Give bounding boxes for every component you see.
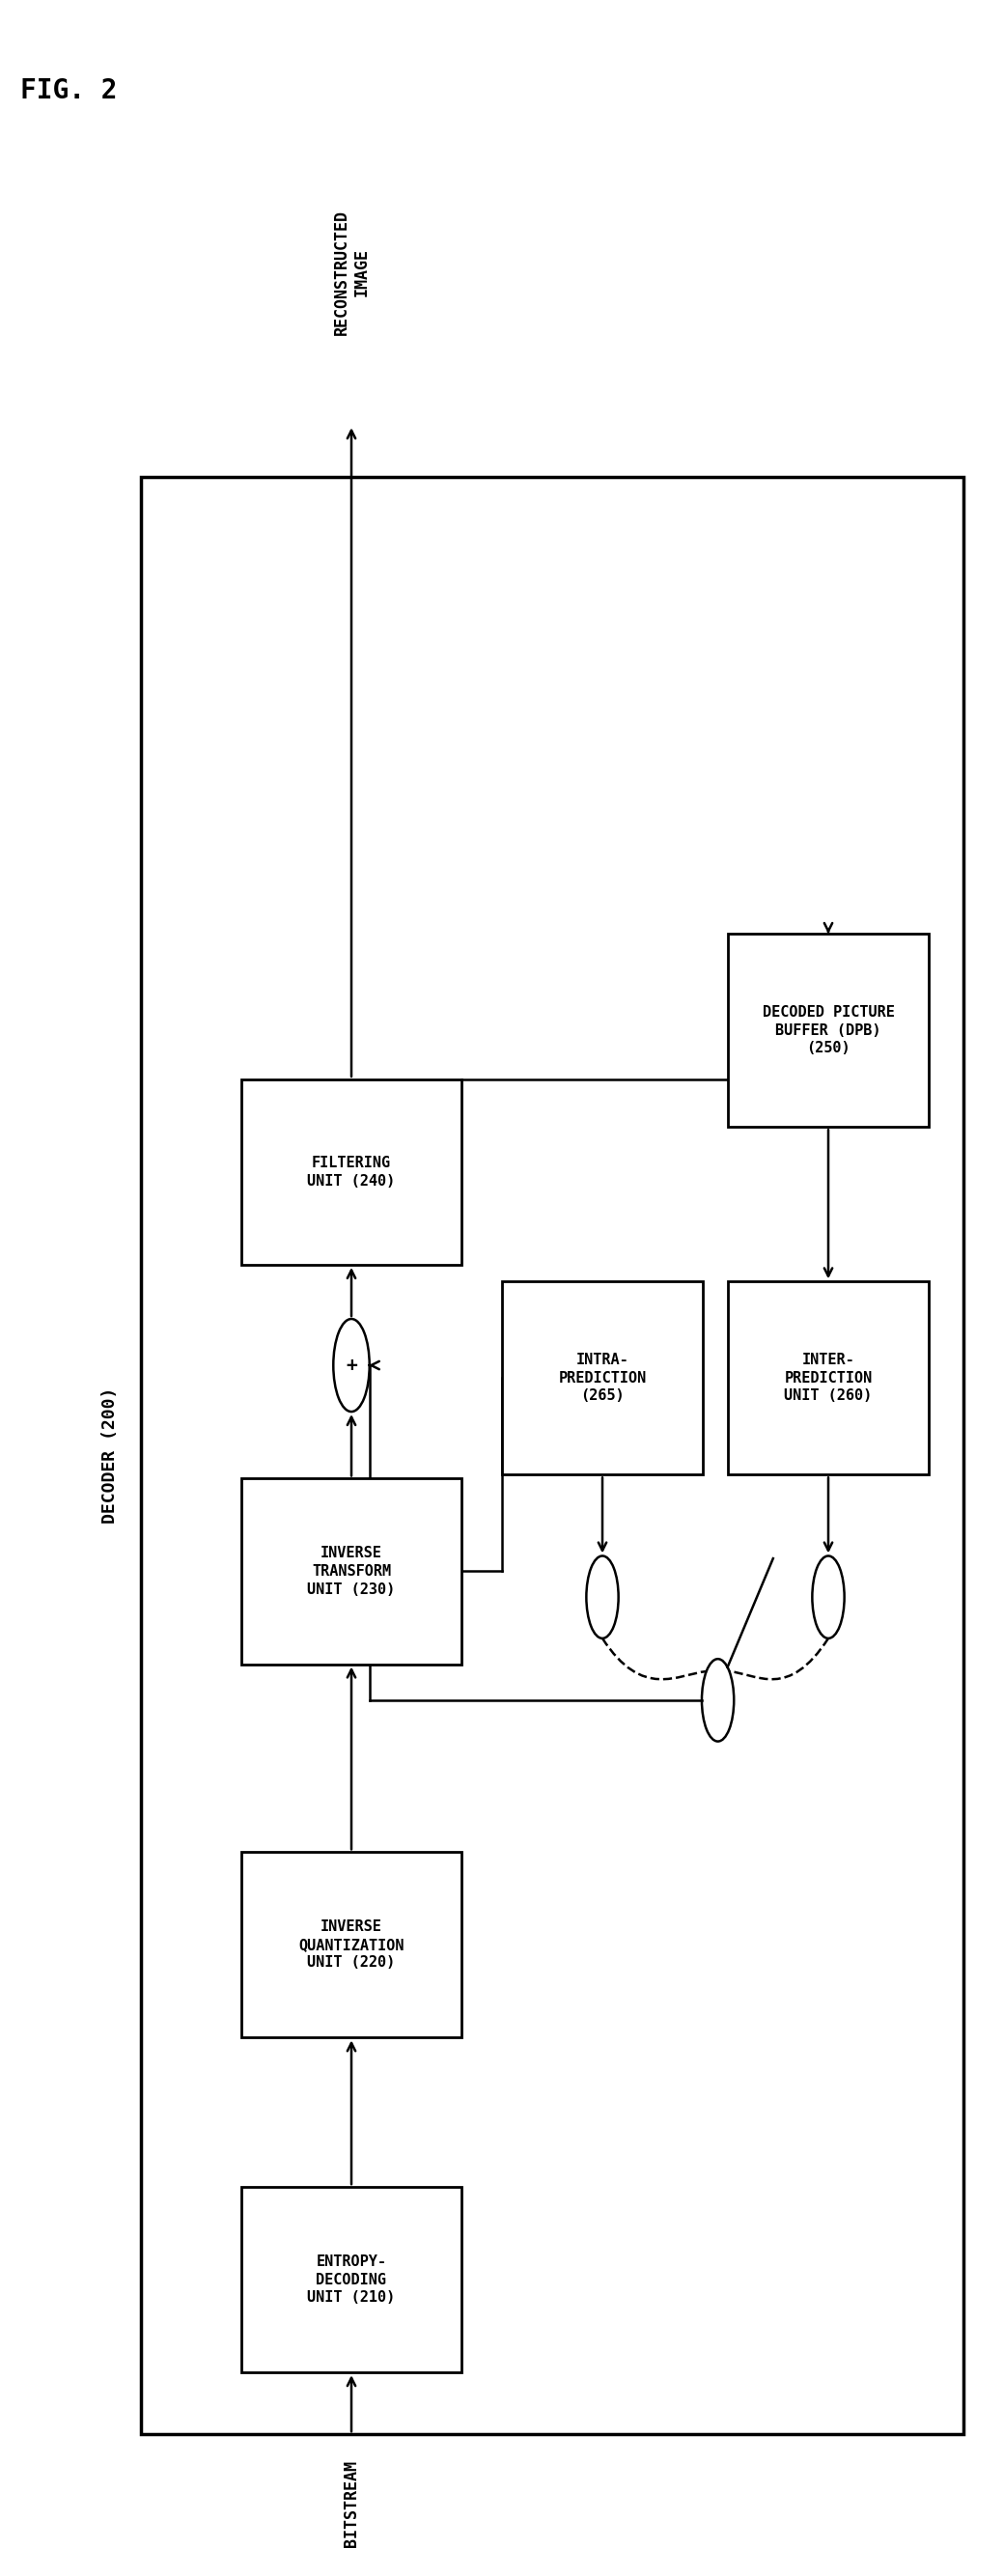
Text: FIG. 2: FIG. 2 [20,77,117,103]
Bar [241,1852,462,2038]
Text: +: + [345,1355,357,1376]
Text: ENTROPY-
DECODING
UNIT (210): ENTROPY- DECODING UNIT (210) [307,2254,396,2306]
Text: INTRA-
PREDICTION
(265): INTRA- PREDICTION (265) [558,1352,647,1404]
Bar [141,477,964,2434]
Text: FILTERING
UNIT (240): FILTERING UNIT (240) [307,1157,396,1188]
Bar [502,1280,703,1473]
Text: RECONSTRUCTED
IMAGE: RECONSTRUCTED IMAGE [332,209,370,335]
Bar [241,1079,462,1265]
Text: INVERSE
TRANSFORM
UNIT (230): INVERSE TRANSFORM UNIT (230) [307,1546,396,1597]
Text: BITSTREAM: BITSTREAM [342,2460,360,2548]
Bar [728,1280,929,1473]
Bar [241,1479,462,1664]
Bar [241,2187,462,2372]
Text: INVERSE
QUANTIZATION
UNIT (220): INVERSE QUANTIZATION UNIT (220) [298,1919,405,1971]
Bar [728,935,929,1128]
Text: DECODED PICTURE
BUFFER (DPB)
(250): DECODED PICTURE BUFFER (DPB) (250) [762,1005,895,1056]
Text: DECODER (200): DECODER (200) [101,1388,119,1522]
Text: INTER-
PREDICTION
UNIT (260): INTER- PREDICTION UNIT (260) [784,1352,872,1404]
